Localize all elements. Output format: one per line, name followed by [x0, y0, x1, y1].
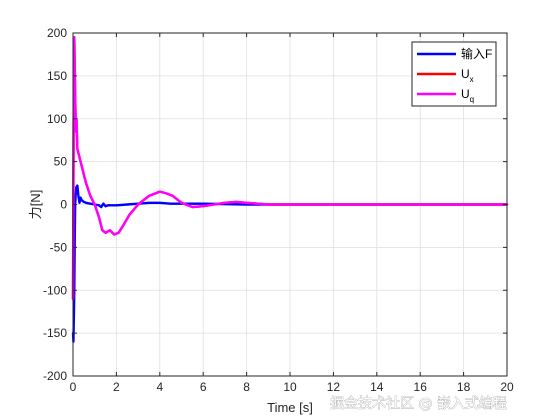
y-tick-label: 200 — [47, 26, 67, 40]
legend-label-main: 输入F — [461, 46, 492, 61]
legend-label-sub: x — [470, 75, 474, 84]
x-tick-label: 18 — [457, 380, 471, 394]
x-tick-label: 6 — [200, 380, 207, 394]
legend-label-sub: q — [470, 95, 474, 104]
axis-ticks: 0 2 4 6 8 10 12 14 16 18 20 -200 -150 -100 -50 0 50 100 15… — [43, 26, 514, 394]
x-tick-label: 14 — [370, 380, 384, 394]
x-tick-label: 0 — [70, 380, 77, 394]
x-axis-label: Time [s] — [267, 400, 313, 415]
series-lines — [71, 36, 509, 343]
series-line-输入F — [71, 184, 509, 343]
x-tick-label: 12 — [327, 380, 341, 394]
y-tick-label: 100 — [47, 112, 67, 126]
legend-label: 输入F — [461, 46, 492, 61]
series-line-Uq — [71, 36, 509, 301]
legend-label: Ux — [461, 67, 474, 84]
x-tick-label: 8 — [243, 380, 250, 394]
y-axis-label: 力[N] — [28, 190, 43, 220]
x-tick-label: 20 — [500, 380, 514, 394]
y-tick-label: -100 — [43, 283, 67, 297]
x-tick-label: 4 — [156, 380, 163, 394]
x-tick-label: 2 — [113, 380, 120, 394]
legend-label-main: U — [461, 87, 470, 101]
x-tick-label: 10 — [283, 380, 297, 394]
legend-label-main: U — [461, 67, 470, 81]
legend-label: Uq — [461, 87, 474, 104]
y-tick-label: 150 — [47, 69, 67, 83]
watermark-text: 掘金技术社区 @ 嵌入式编程 — [330, 396, 507, 412]
x-tick-label: 16 — [414, 380, 428, 394]
y-tick-label: -50 — [50, 240, 68, 254]
y-tick-label: -150 — [43, 326, 67, 340]
y-tick-label: -200 — [43, 369, 67, 383]
y-tick-label: 0 — [60, 198, 67, 212]
y-tick-label: 50 — [54, 155, 68, 169]
